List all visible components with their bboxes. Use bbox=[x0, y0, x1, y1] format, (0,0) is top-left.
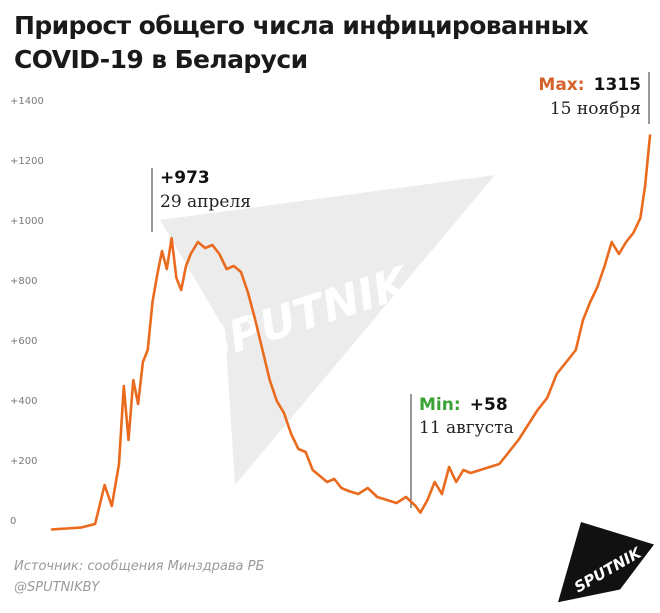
sputnik-logo: SPUTNIK bbox=[558, 521, 655, 603]
max-label: Max: bbox=[538, 75, 584, 95]
source-text: Источник: сообщения Минздрава РБ bbox=[14, 559, 265, 574]
y-tick-label: 0 bbox=[10, 516, 16, 527]
y-tick-label: +1400 bbox=[10, 96, 44, 107]
chart-title-line-1: Прирост общего числа инфицированных bbox=[14, 11, 589, 40]
y-axis: 0 +200 +400 +600 +800 +1000 +1200 +1400 bbox=[10, 96, 44, 527]
chart-title: Прирост общего числа инфицированных COVI… bbox=[14, 9, 589, 77]
min-value: +58 bbox=[470, 395, 508, 415]
y-tick-label: +400 bbox=[10, 396, 37, 407]
max-date: 15 ноября bbox=[550, 99, 641, 119]
annotation-peak: +973 29 апреля bbox=[160, 168, 251, 212]
peak-value: +973 bbox=[160, 168, 210, 188]
annotation-max: Max: 1315 15 ноября bbox=[538, 75, 641, 119]
y-tick-label: +800 bbox=[10, 276, 37, 287]
min-label: Min: bbox=[419, 395, 461, 415]
min-date: 11 августа bbox=[419, 418, 514, 438]
watermark-arrow bbox=[160, 175, 495, 485]
series-line bbox=[50, 134, 652, 531]
max-value: 1315 bbox=[594, 75, 641, 95]
y-tick-label: +200 bbox=[10, 456, 37, 467]
sputnik-logo-shape bbox=[558, 521, 655, 603]
series-layer bbox=[50, 134, 652, 531]
annotation-lines bbox=[151, 72, 650, 508]
peak-date: 29 апреля bbox=[160, 192, 251, 212]
chart-title-line-2: COVID-19 в Беларуси bbox=[14, 45, 308, 74]
sputnik-watermark: SPUTNIK bbox=[160, 175, 495, 485]
y-tick-label: +600 bbox=[10, 336, 37, 347]
y-tick-label: +1000 bbox=[10, 216, 44, 227]
source-note: Источник: сообщения Минздрава РБ @SPUTNI… bbox=[14, 556, 264, 598]
min-label-line: Min: +58 bbox=[419, 395, 508, 415]
max-label-line: Max: 1315 bbox=[538, 75, 641, 95]
annotation-min: Min: +58 11 августа bbox=[419, 395, 514, 438]
y-tick-label: +1200 bbox=[10, 156, 44, 167]
source-handle: @SPUTNIKBY bbox=[14, 580, 100, 595]
